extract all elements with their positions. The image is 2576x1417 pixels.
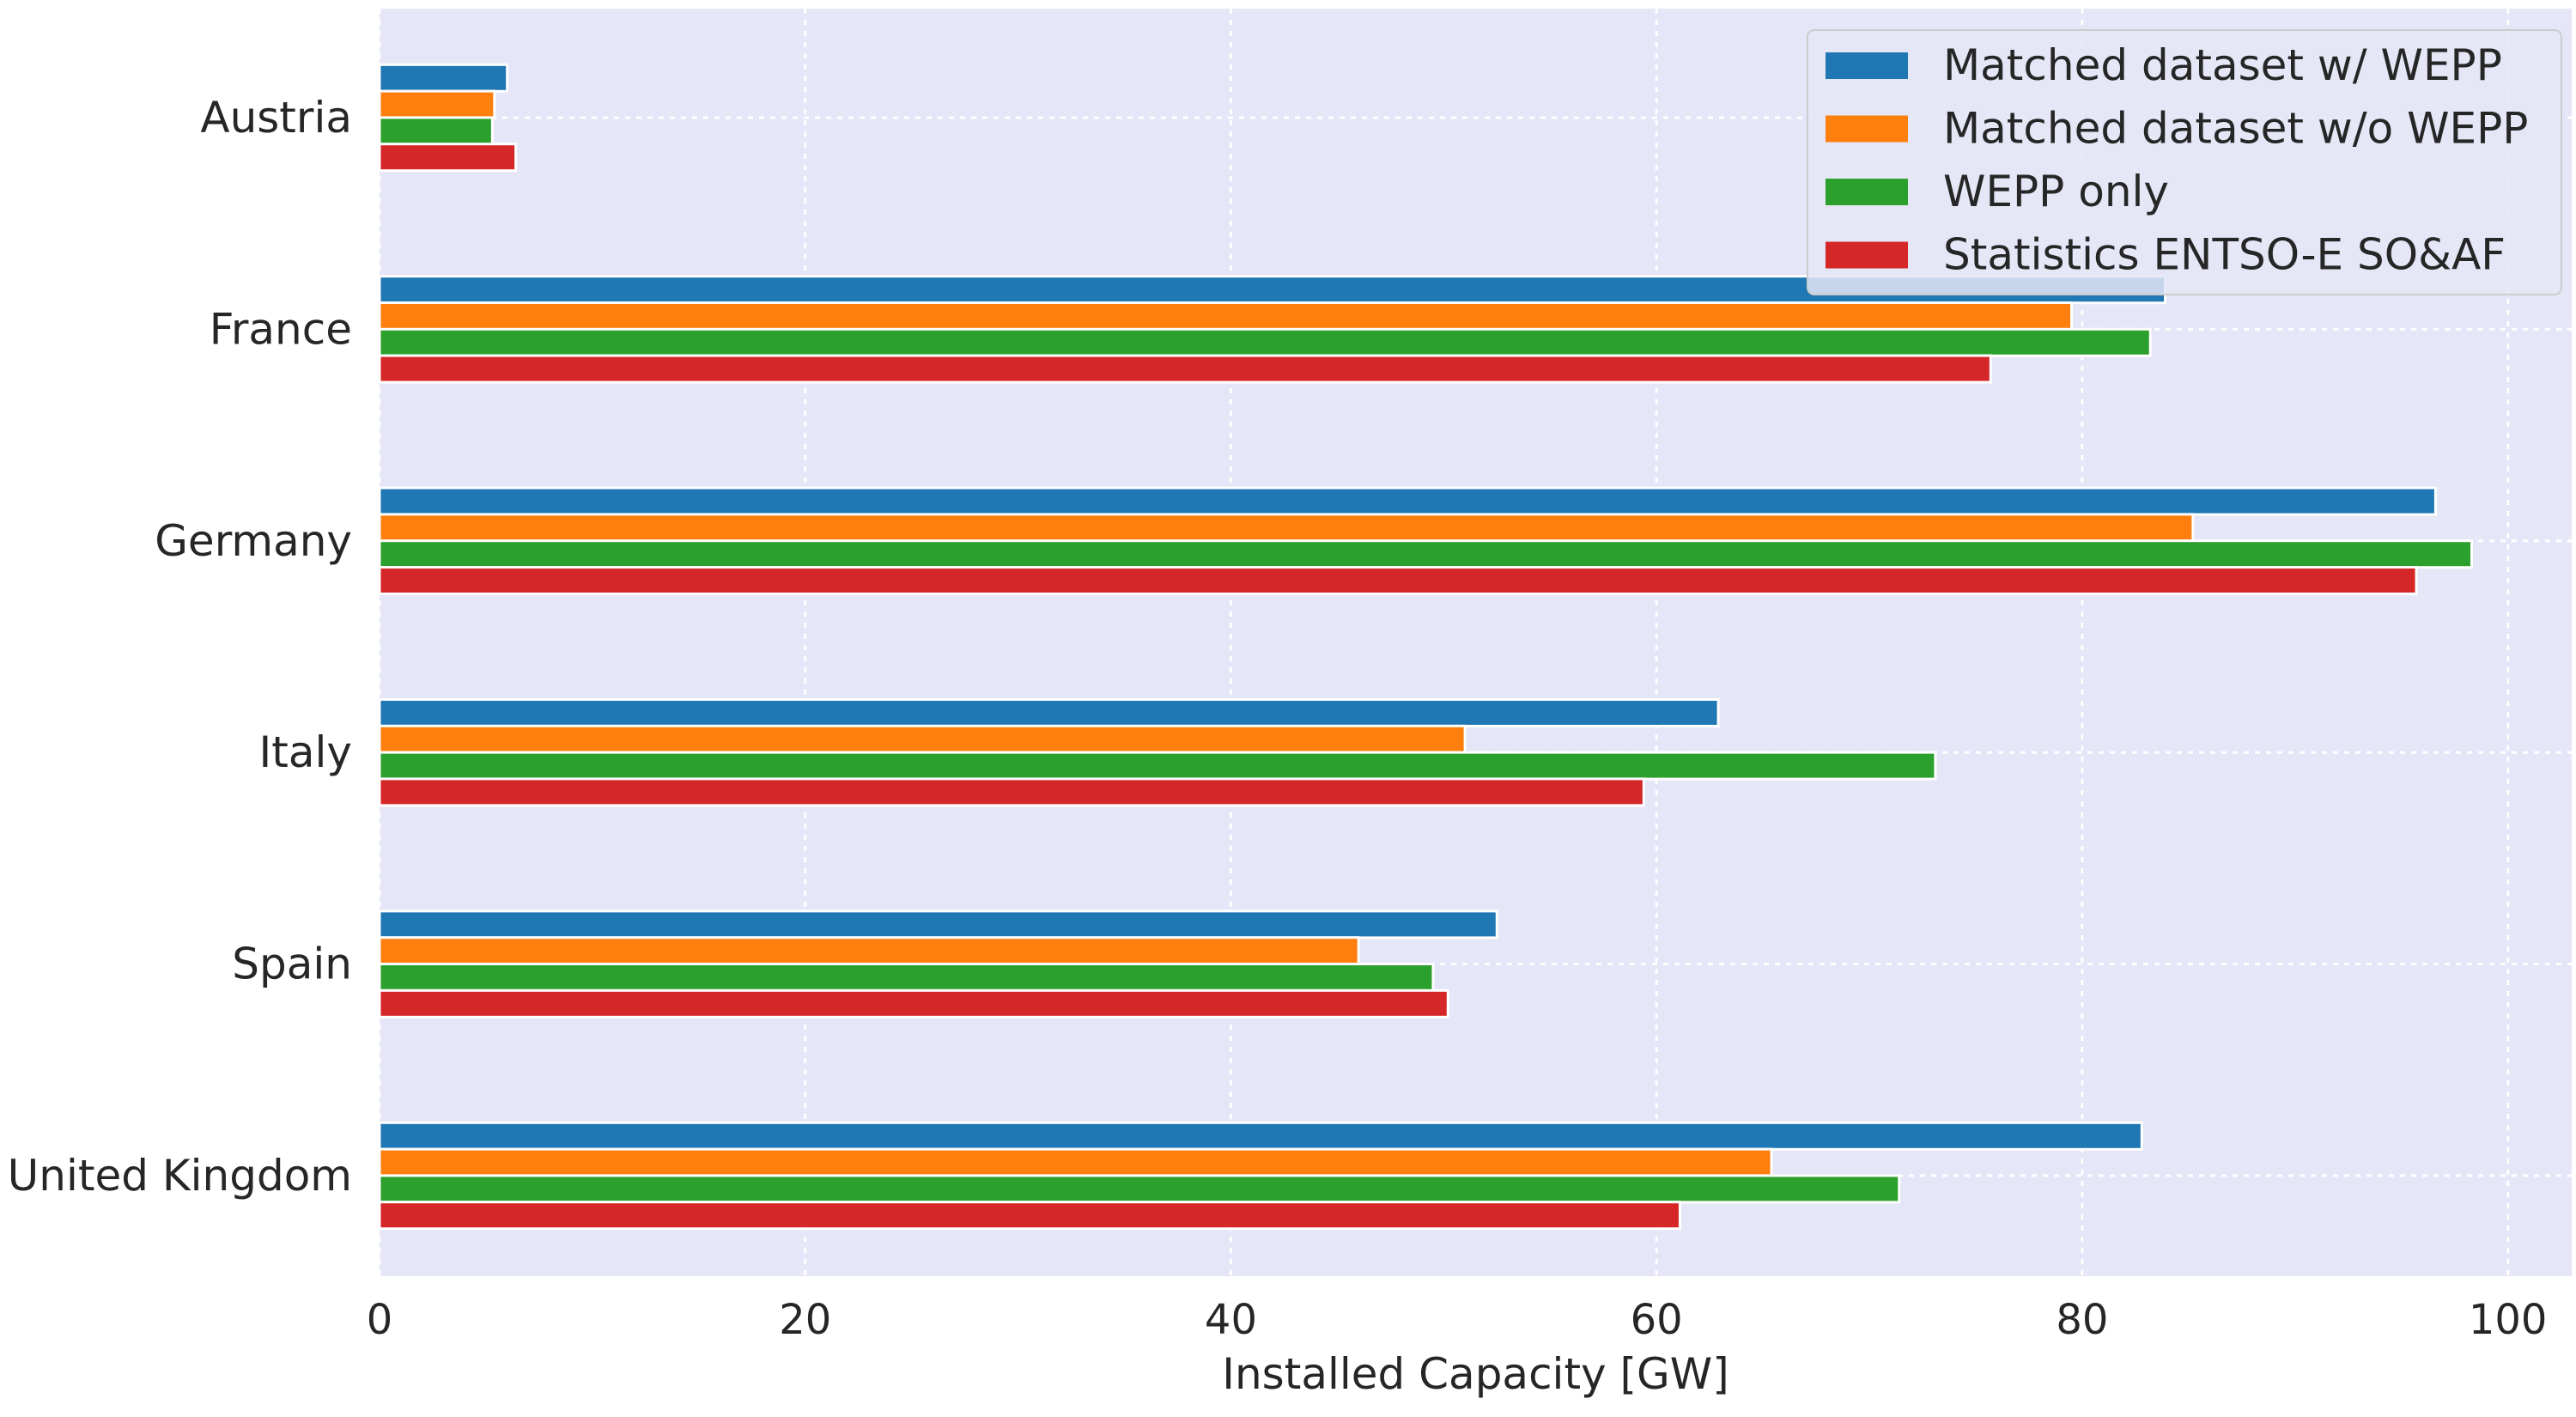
legend-swatch (1826, 115, 1908, 143)
x-tick-label: 20 (779, 1296, 831, 1344)
bar (378, 354, 1992, 384)
x-tick-label: 40 (1205, 1296, 1257, 1344)
x-axis-title: Installed Capacity [GW] (1222, 1349, 1729, 1399)
bar (378, 936, 1360, 966)
bar (378, 116, 494, 146)
y-axis: Austria France Germany Italy Spain United Kin… (8, 93, 352, 1201)
bar (378, 724, 1467, 754)
x-axis: 0 20 40 60 80 100 (367, 1296, 2548, 1344)
legend-label: WEPP only (1943, 167, 2169, 216)
bar (378, 777, 1645, 807)
legend-label: Statistics ENTSO-E SO&AF (1943, 230, 2506, 280)
bar (378, 988, 1449, 1019)
bar (378, 1201, 1681, 1231)
bar (378, 486, 2437, 516)
x-tick-label: 100 (2469, 1296, 2548, 1344)
bar (378, 1121, 2143, 1151)
legend-label: Matched dataset w/o WEPP (1943, 104, 2528, 154)
y-tick-label: Italy (259, 727, 352, 777)
bar (378, 89, 496, 119)
bar (378, 143, 518, 173)
y-tick-label: Austria (200, 93, 352, 143)
bar (378, 1147, 1773, 1177)
bar (378, 513, 2195, 543)
bar (378, 698, 1720, 727)
x-tick-label: 60 (1631, 1296, 1683, 1344)
legend-label: Matched dataset w/ WEPP (1943, 40, 2502, 90)
y-tick-label: France (210, 304, 352, 354)
bar (378, 963, 1435, 992)
bar (378, 909, 1498, 940)
legend-swatch (1826, 52, 1908, 79)
bar (378, 301, 2074, 331)
x-tick-label: 80 (2056, 1296, 2108, 1344)
y-tick-label: Germany (155, 516, 352, 566)
legend-swatch (1826, 241, 1908, 269)
x-tick-label: 0 (367, 1296, 393, 1344)
y-tick-label: Spain (232, 940, 352, 989)
legend: Matched dataset w/ WEPP Matched dataset w… (1807, 29, 2562, 295)
bar (378, 751, 1937, 781)
legend-frame (1807, 29, 2562, 295)
bar (378, 539, 2474, 569)
bar (378, 566, 2418, 595)
bar (378, 327, 2152, 357)
bar (378, 1174, 1901, 1204)
bars (378, 63, 2474, 1231)
bar (378, 63, 509, 93)
legend-swatch (1826, 179, 1908, 205)
y-tick-label: United Kingdom (8, 1151, 352, 1201)
